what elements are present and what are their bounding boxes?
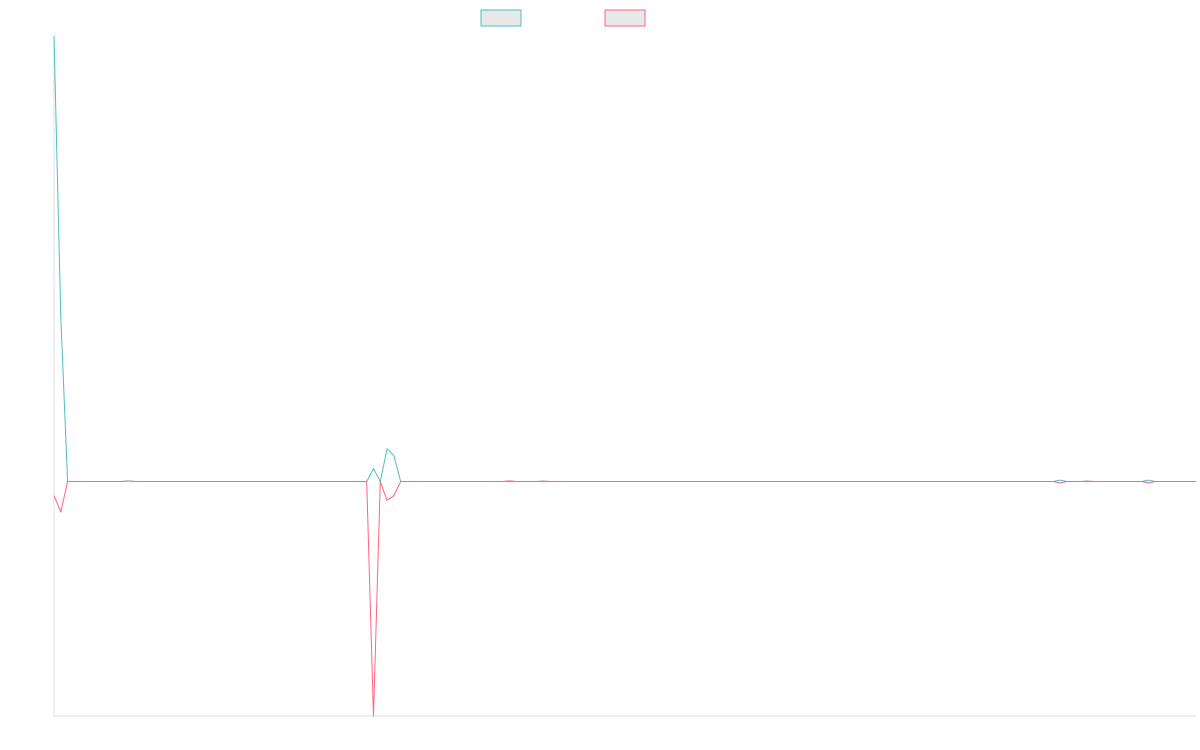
legend-swatch-2[interactable]: [604, 9, 646, 27]
legend: [480, 9, 646, 27]
legend-swatch-1[interactable]: [480, 9, 522, 27]
plot-area: [53, 35, 1196, 717]
series-line-2: [53, 480, 1196, 717]
series-line-1: [53, 35, 1196, 483]
